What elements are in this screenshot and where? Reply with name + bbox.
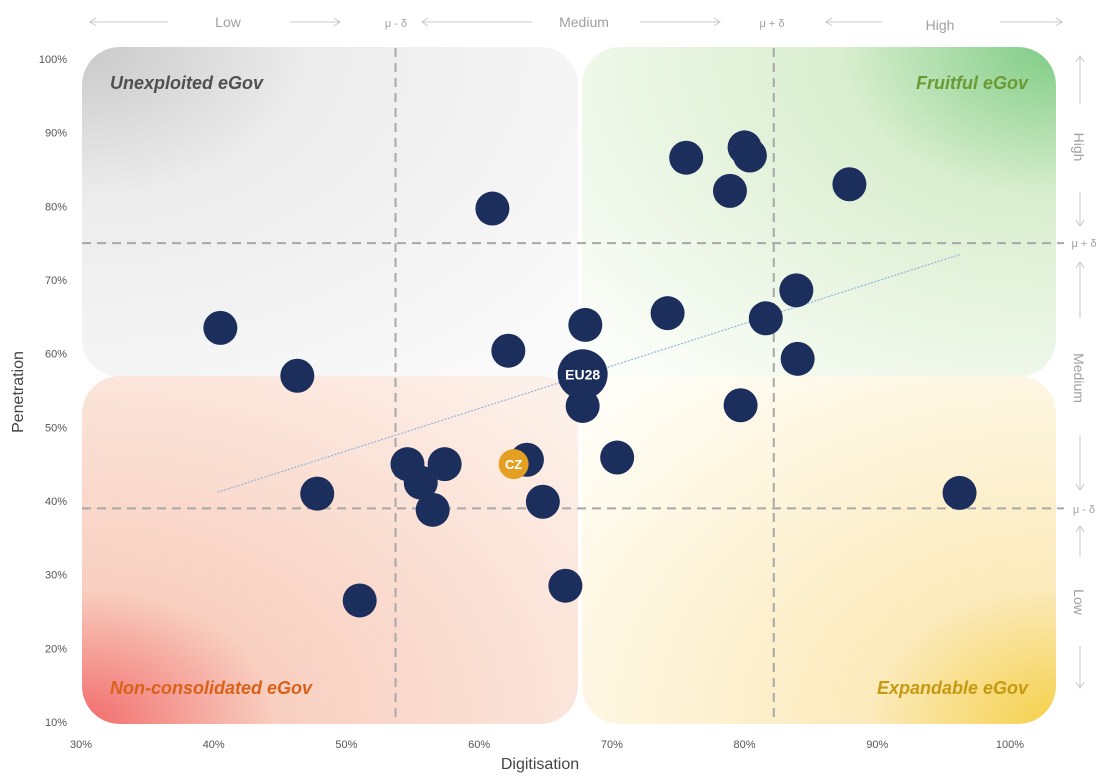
- band-x-mu-minus-delta: μ - δ: [385, 18, 407, 30]
- data-point: [723, 388, 758, 423]
- y-tick-label: 80%: [45, 201, 67, 213]
- x-tick-label: 30%: [70, 739, 92, 751]
- x-tick-label: 80%: [734, 739, 756, 751]
- x-tick-label: 40%: [203, 739, 225, 751]
- quadrant-bg-fruitful: [582, 47, 1056, 377]
- band-x-high: High: [926, 17, 955, 33]
- data-point: [280, 358, 315, 393]
- x-tick-label: 100%: [996, 739, 1024, 751]
- y-tick-label: 70%: [45, 275, 67, 287]
- highlight-points: EU28 CZ: [498, 349, 608, 480]
- data-point: [832, 167, 867, 202]
- data-points: [203, 130, 977, 618]
- x-axis-title: Digitisation: [501, 756, 579, 773]
- quadrant-label-unexploited: Unexploited eGov: [110, 73, 264, 93]
- quadrant-bg-unexploited: [82, 47, 578, 377]
- data-point: [491, 333, 526, 368]
- band-y-high: High: [1071, 133, 1087, 162]
- x-tick-label: 90%: [866, 739, 888, 751]
- y-tick-label: 100%: [39, 54, 67, 66]
- data-point: [712, 173, 747, 208]
- data-point: [748, 301, 783, 336]
- data-point: [300, 476, 335, 511]
- quadrant-bg-non-consolidated: [82, 376, 578, 724]
- band-y-mu-minus-delta: μ - δ: [1073, 504, 1095, 516]
- y-tick-label: 30%: [45, 570, 67, 582]
- data-point: [548, 568, 583, 603]
- y-tick-label: 50%: [45, 422, 67, 434]
- band-y-medium: Medium: [1071, 353, 1087, 403]
- data-point: [600, 440, 635, 475]
- y-axis-title: Penetration: [10, 351, 27, 433]
- top-band-header: Low μ - δ Medium μ + δ High: [89, 14, 1063, 33]
- y-axis-ticks: 10% 20% 30% 40% 50% 60% 70% 80% 90% 100%: [39, 54, 67, 729]
- band-x-low: Low: [215, 14, 242, 30]
- highlight-label-eu28: EU28: [565, 366, 600, 382]
- y-tick-label: 20%: [45, 643, 67, 655]
- x-tick-label: 60%: [468, 739, 490, 751]
- y-tick-label: 10%: [45, 717, 67, 729]
- band-y-low: Low: [1071, 589, 1087, 616]
- band-y-mu-plus-delta: μ + δ: [1072, 238, 1097, 250]
- y-tick-label: 90%: [45, 128, 67, 140]
- x-tick-label: 50%: [335, 739, 357, 751]
- data-point: [415, 492, 450, 527]
- data-point: [568, 307, 603, 342]
- quadrant-label-expandable: Expandable eGov: [877, 678, 1029, 698]
- data-point: [732, 138, 767, 173]
- data-point: [779, 273, 814, 308]
- data-point: [475, 191, 510, 226]
- x-tick-label: 70%: [601, 739, 623, 751]
- y-tick-label: 40%: [45, 496, 67, 508]
- quadrant-bg-expandable: [582, 376, 1056, 724]
- data-point: [525, 484, 560, 519]
- data-point: [203, 310, 238, 345]
- band-x-mu-plus-delta: μ + δ: [760, 18, 785, 30]
- highlight-point-eu28: [557, 349, 608, 400]
- right-band-header: High μ + δ Medium μ - δ Low: [1071, 55, 1097, 689]
- data-point: [669, 140, 704, 175]
- data-point: [427, 447, 462, 482]
- data-point: [342, 583, 377, 618]
- data-point: [650, 296, 685, 331]
- x-axis-ticks: 30% 40% 50% 60% 70% 80% 90% 100%: [70, 739, 1024, 751]
- quadrant-label-fruitful: Fruitful eGov: [916, 73, 1029, 93]
- data-point: [942, 475, 977, 510]
- highlight-label-cz: CZ: [505, 457, 522, 472]
- data-point: [780, 341, 815, 376]
- highlight-point-cz: [498, 449, 529, 480]
- quadrant-label-non-consolidated: Non-consolidated eGov: [110, 678, 313, 698]
- y-tick-label: 60%: [45, 349, 67, 361]
- data-point: [403, 465, 438, 500]
- band-x-medium: Medium: [559, 14, 609, 30]
